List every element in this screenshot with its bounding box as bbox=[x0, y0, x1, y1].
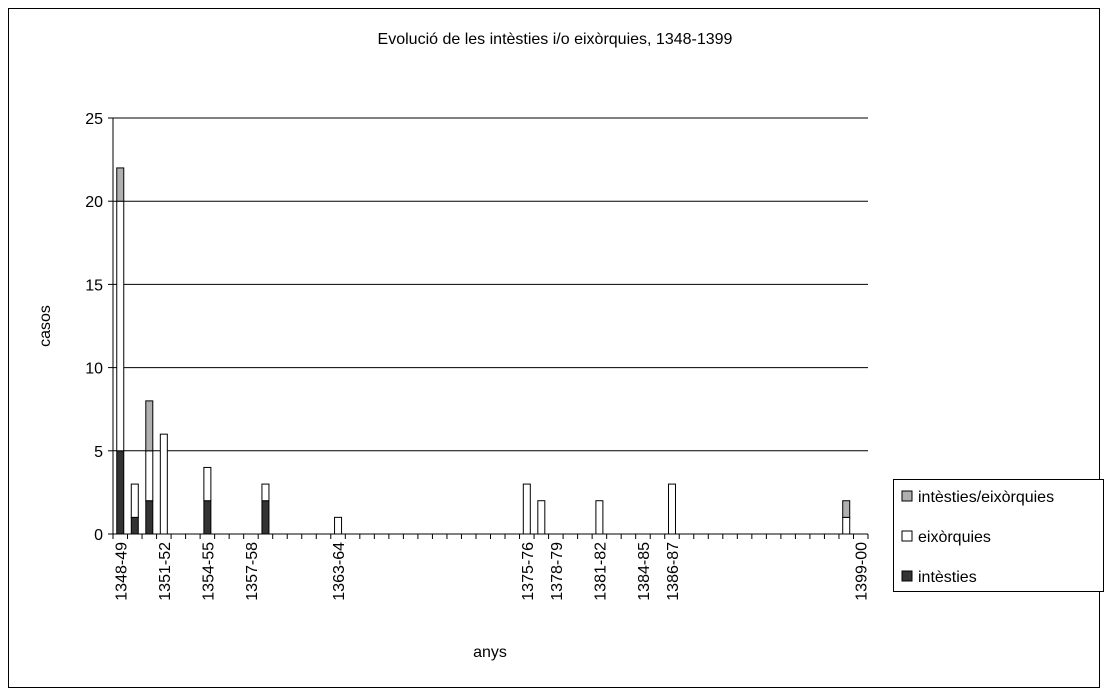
x-tick-label: 1384-85 bbox=[636, 542, 653, 601]
bar-segment bbox=[203, 500, 212, 535]
x-tick-label: 1375-76 bbox=[520, 542, 537, 601]
legend bbox=[893, 479, 1104, 592]
bar-segment bbox=[261, 483, 270, 502]
bar-segment bbox=[130, 483, 139, 518]
x-tick-label: 1381-82 bbox=[592, 542, 609, 601]
y-tick-label: 0 bbox=[94, 527, 103, 544]
x-tick-label: 1351-52 bbox=[157, 542, 174, 601]
bar-segment bbox=[334, 516, 343, 535]
bar-segment bbox=[145, 500, 154, 535]
legend-label: intèsties/eixòrquies bbox=[918, 489, 1054, 506]
bar-segment bbox=[116, 200, 125, 452]
bar-segment bbox=[537, 500, 546, 535]
y-tick-label: 5 bbox=[94, 444, 103, 461]
bar-segment bbox=[159, 433, 168, 535]
legend-label: intèsties bbox=[918, 569, 977, 586]
bar-segment bbox=[595, 500, 604, 535]
bar-segment bbox=[116, 450, 125, 535]
legend-swatch bbox=[901, 570, 913, 582]
x-tick-label: 1378-79 bbox=[549, 542, 566, 601]
x-tick-label: 1363-64 bbox=[331, 542, 348, 601]
x-tick-label: 1357-58 bbox=[244, 542, 261, 601]
chart-title: Evolució de les intèsties i/o eixòrquies… bbox=[378, 31, 733, 48]
y-axis-label: casos bbox=[37, 305, 54, 347]
bar-segment bbox=[842, 500, 851, 518]
bar-segment bbox=[145, 450, 154, 502]
x-tick-label: 1354-55 bbox=[200, 542, 217, 601]
bar-segment bbox=[842, 516, 851, 535]
bar-segment bbox=[667, 483, 676, 535]
x-tick-label: 1399-00 bbox=[854, 542, 871, 601]
y-tick-label: 25 bbox=[85, 111, 103, 128]
bar-segment bbox=[116, 167, 125, 202]
x-tick-label: 1386-87 bbox=[665, 542, 682, 601]
x-axis-label: anys bbox=[473, 644, 507, 661]
y-tick-label: 10 bbox=[85, 361, 103, 378]
x-tick-label: 1348-49 bbox=[113, 542, 130, 601]
bar-segment bbox=[203, 466, 212, 502]
bar-segment bbox=[145, 400, 154, 452]
legend-swatch bbox=[901, 490, 913, 502]
legend-swatch bbox=[901, 530, 913, 542]
y-tick-label: 20 bbox=[85, 194, 103, 211]
bar-segment bbox=[522, 483, 531, 535]
bar-segment bbox=[130, 516, 139, 535]
y-tick-label: 15 bbox=[85, 277, 103, 294]
legend-label: eixòrquies bbox=[918, 529, 991, 546]
bar-segment bbox=[261, 500, 270, 535]
